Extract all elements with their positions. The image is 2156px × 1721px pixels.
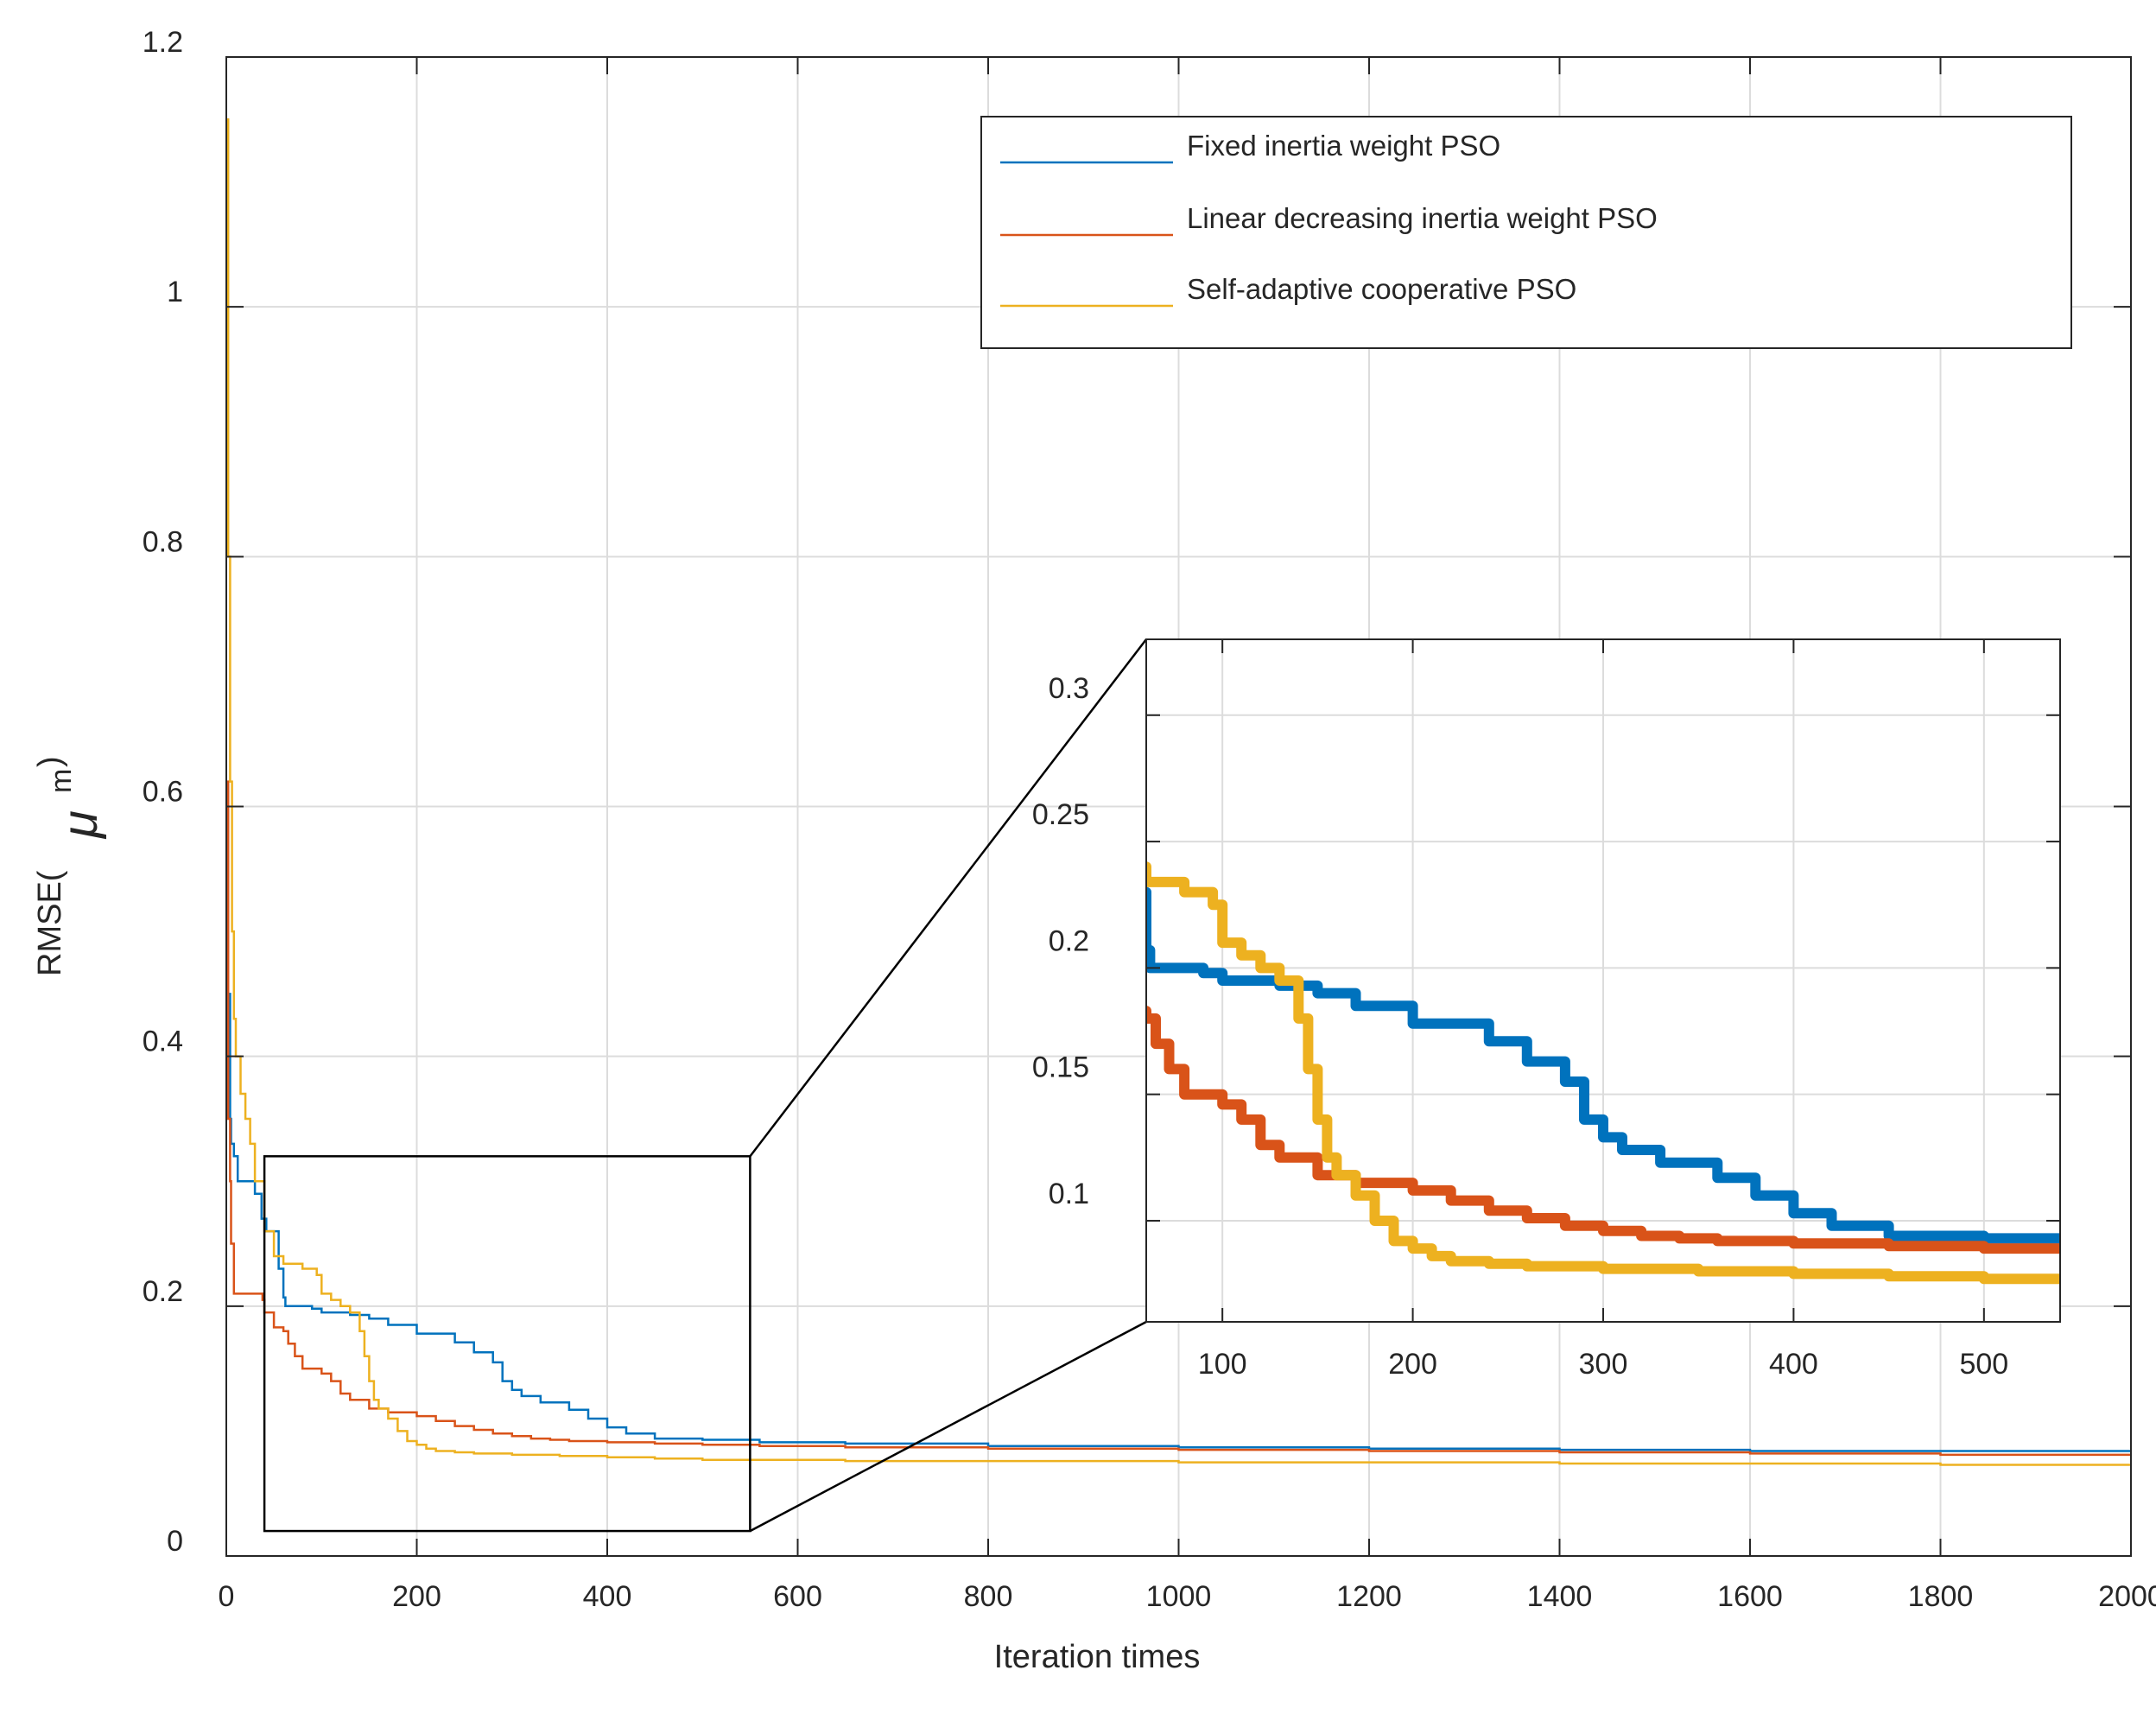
inset-y-tick-label: 0.2 bbox=[1049, 924, 1089, 957]
x-tick-label: 1200 bbox=[1336, 1580, 1402, 1613]
y-tick-label: 1.2 bbox=[143, 26, 183, 59]
y-axis-label: RMSE( μ m ) bbox=[32, 756, 108, 976]
x-tick-label: 400 bbox=[583, 1580, 632, 1613]
inset-x-tick-label: 300 bbox=[1579, 1348, 1628, 1381]
y-tick-label: 0.2 bbox=[143, 1275, 183, 1308]
inset-x-tick-label: 400 bbox=[1769, 1348, 1818, 1381]
x-tick-label: 200 bbox=[392, 1580, 441, 1613]
legend-label-fixed: Fixed inertia weight PSO bbox=[1187, 130, 1500, 162]
legend-label-adaptive: Self-adaptive cooperative PSO bbox=[1187, 273, 1576, 305]
y-tick-label: 0 bbox=[167, 1525, 183, 1558]
inset-grid bbox=[1146, 639, 2060, 1322]
series-line-adaptive bbox=[226, 118, 2131, 1466]
y-tick-label: 0.8 bbox=[143, 525, 183, 558]
y-axis-label-suffix: ) bbox=[32, 756, 68, 767]
y-axis-label-prefix: RMSE( bbox=[32, 870, 68, 976]
x-tick-label: 600 bbox=[773, 1580, 822, 1613]
inset-series-line-fixed bbox=[1146, 886, 2060, 1244]
legend: Fixed inertia weight PSO Linear decreasi… bbox=[980, 116, 2072, 349]
x-tick-label: 1400 bbox=[1527, 1580, 1593, 1613]
inset-series-line-linear bbox=[1146, 1006, 2060, 1254]
legend-label-linear: Linear decreasing inertia weight PSO bbox=[1187, 202, 1658, 234]
y-axis-label-sup: m bbox=[45, 769, 78, 793]
y-axis-label-mu: μ bbox=[52, 810, 108, 840]
series-line-fixed bbox=[227, 993, 2131, 1452]
inset-x-tick-label: 100 bbox=[1198, 1348, 1247, 1381]
x-tick-label: 2000 bbox=[2098, 1580, 2156, 1613]
legend-box bbox=[980, 116, 2072, 349]
y-tick-label: 1 bbox=[167, 276, 183, 308]
y-tick-label: 0.6 bbox=[143, 776, 183, 809]
inset-x-tick-label: 500 bbox=[1959, 1348, 2008, 1381]
y-tick-label: 0.4 bbox=[143, 1026, 183, 1058]
zoom-connector-bottom bbox=[749, 1320, 1147, 1533]
svg-text:RMSE(: RMSE( bbox=[32, 870, 68, 976]
x-tick-label: 1800 bbox=[1908, 1580, 1974, 1613]
x-tick-label: 1000 bbox=[1146, 1580, 1212, 1613]
zoom-rectangle bbox=[263, 1155, 751, 1533]
x-axis-label: Iteration times bbox=[994, 1639, 1201, 1675]
inset-y-tick-label: 0.15 bbox=[1032, 1051, 1089, 1084]
inset-x-tick-label: 200 bbox=[1388, 1348, 1437, 1381]
inset-y-tick-label: 0.25 bbox=[1032, 798, 1089, 831]
inset-y-tick-label: 0.3 bbox=[1049, 672, 1089, 705]
inset-series-line-adaptive bbox=[1146, 861, 2060, 1285]
x-tick-label: 1600 bbox=[1717, 1580, 1783, 1613]
x-tick-label: 800 bbox=[964, 1580, 1013, 1613]
zoom-connector-top bbox=[749, 638, 1147, 1158]
x-tick-label: 0 bbox=[219, 1580, 235, 1613]
inset-y-tick-label: 0.1 bbox=[1049, 1178, 1089, 1210]
